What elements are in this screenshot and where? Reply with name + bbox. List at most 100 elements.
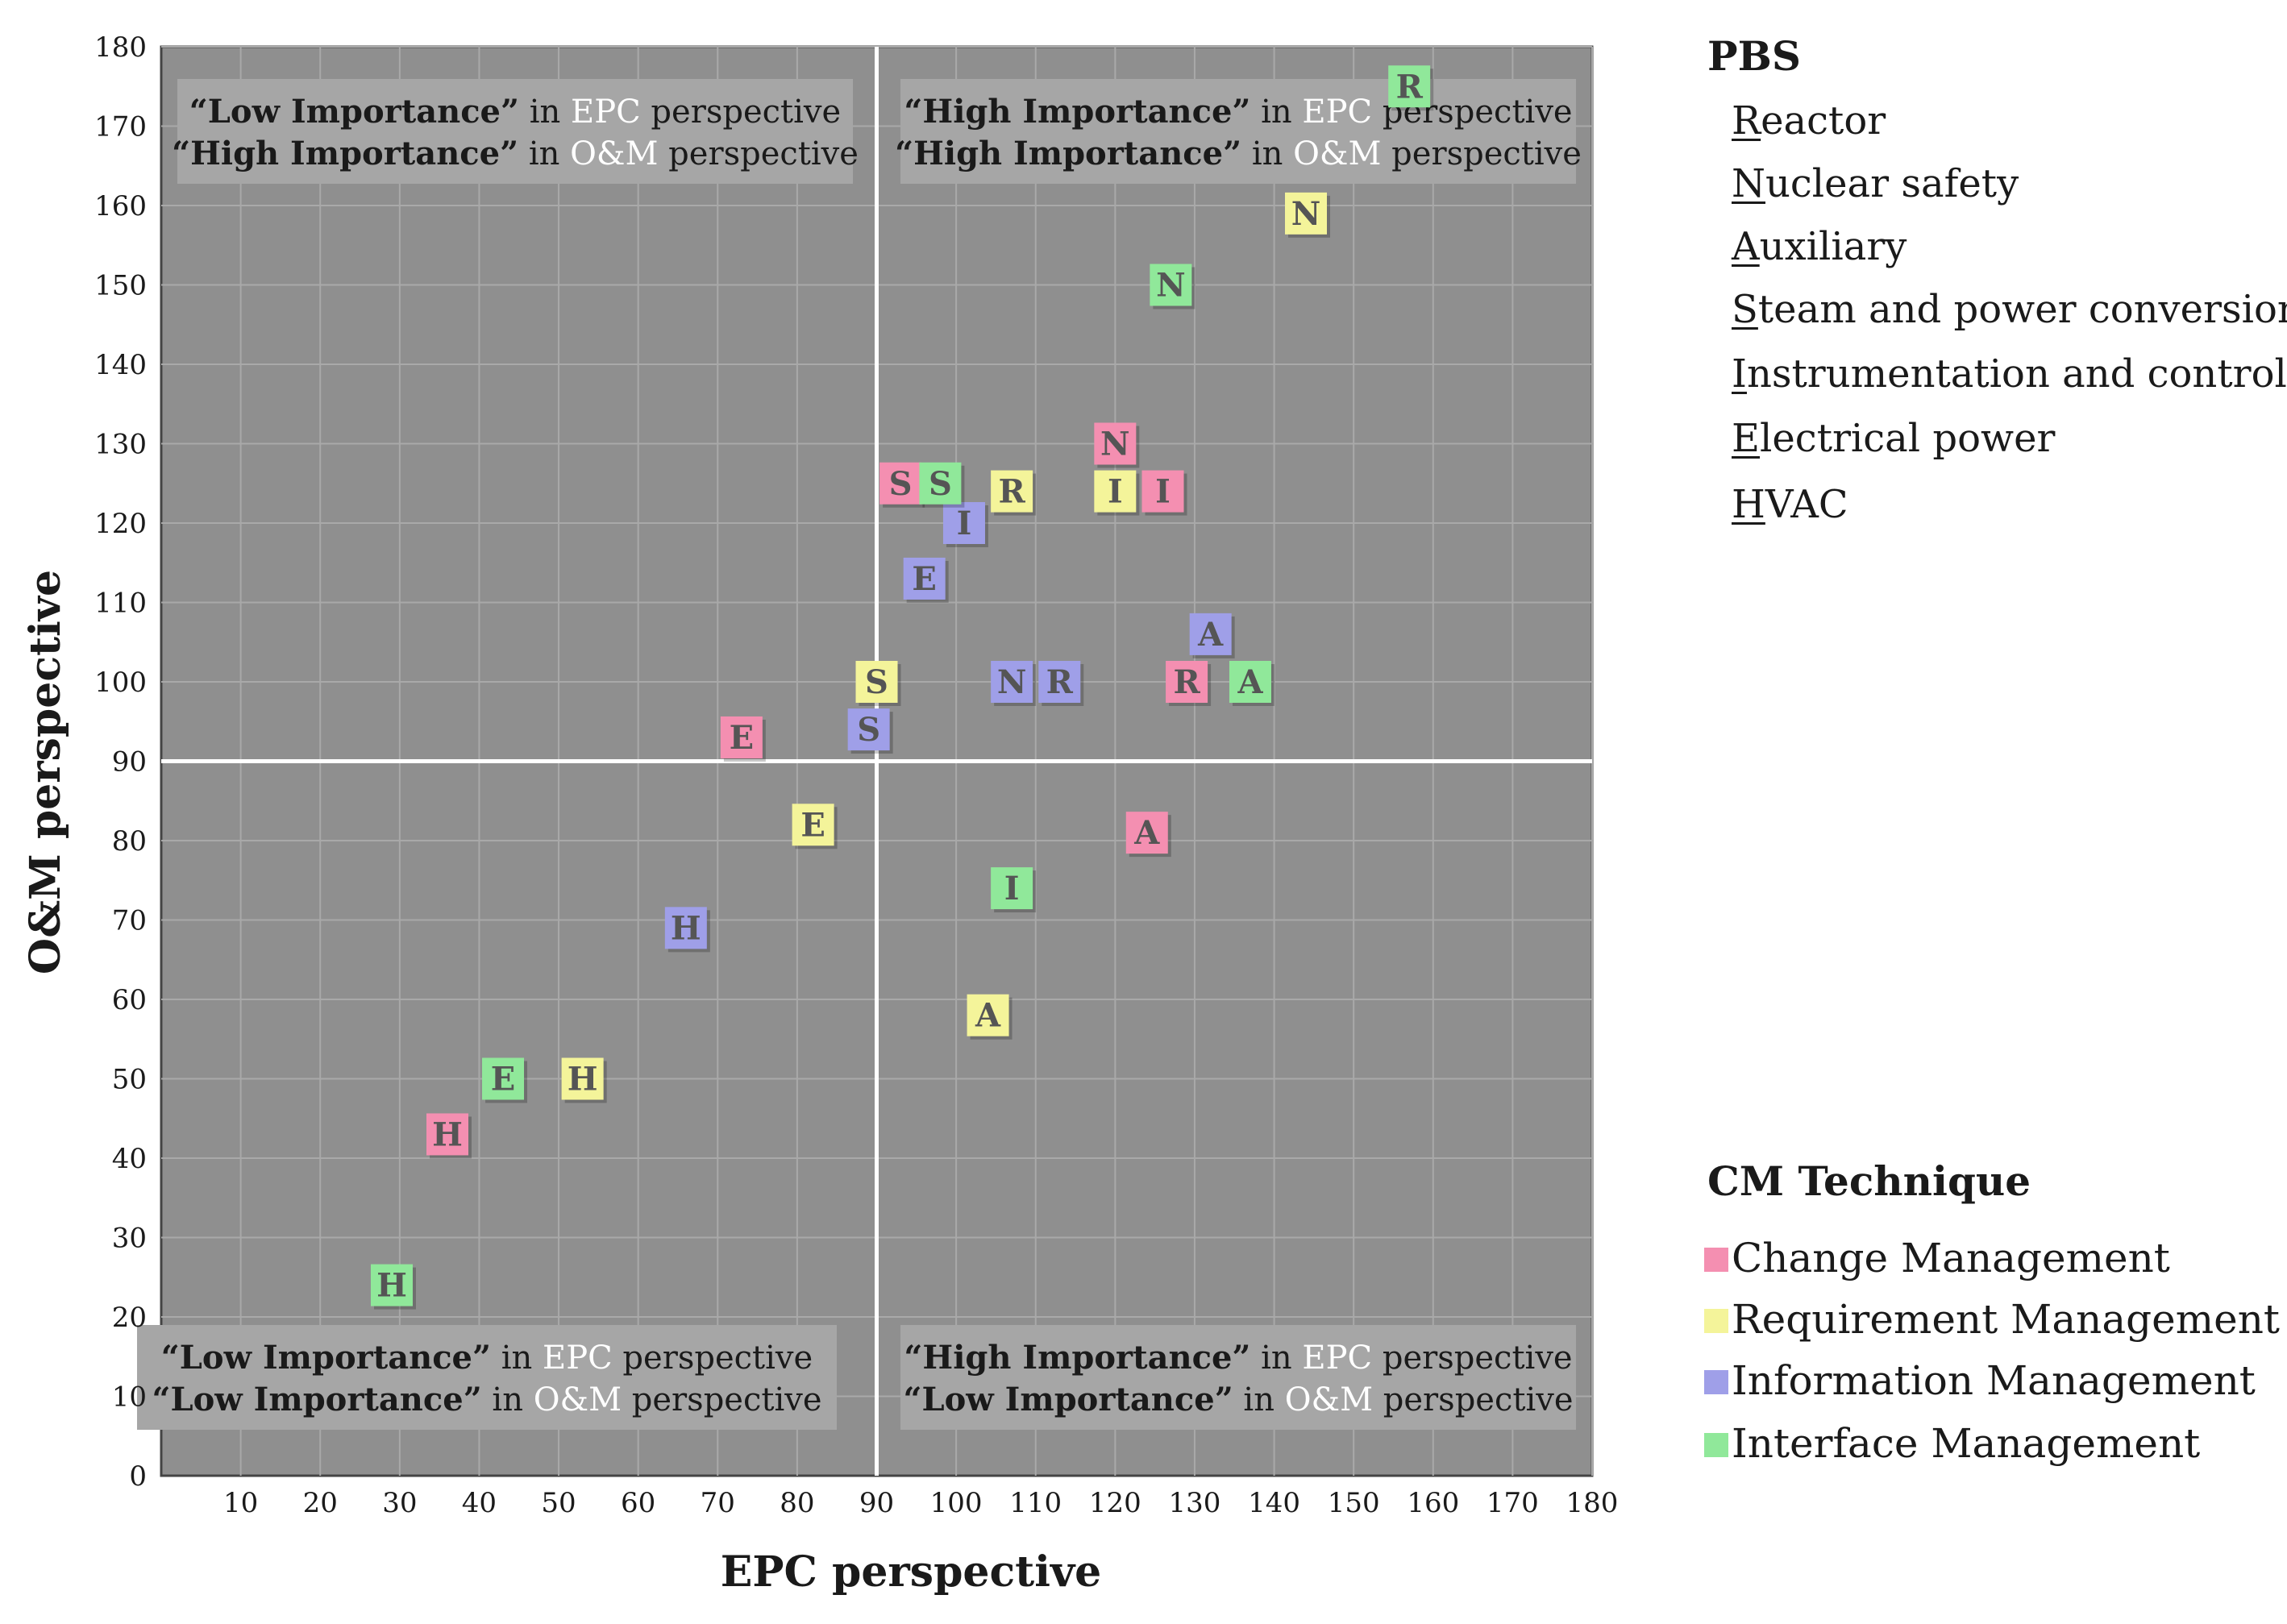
x-tick-label: 60	[621, 1487, 655, 1519]
marker-square	[879, 462, 922, 505]
quadrant-label-segment: perspective	[641, 93, 841, 131]
pbs-item-reactor: Reactor	[1732, 98, 1886, 143]
pbs-item-auxiliary: Auxiliary	[1732, 224, 1907, 269]
marker-label: N	[997, 663, 1027, 701]
pbs-label: eactor	[1761, 98, 1886, 143]
x-tick-label: 80	[780, 1487, 814, 1519]
x-tick-label: 130	[1168, 1487, 1220, 1519]
marker-label: I	[1004, 870, 1020, 908]
y-tick-label: 120	[94, 508, 147, 540]
quadrant-box-top-left	[177, 79, 853, 184]
marker-square	[991, 867, 1033, 910]
marker-square	[1388, 65, 1431, 108]
y-tick-label: 70	[112, 905, 147, 937]
marker-square	[792, 804, 834, 846]
quadrant-label-segment: in	[518, 135, 570, 172]
marker-label: R	[1173, 663, 1200, 701]
data-point: A	[1229, 661, 1274, 706]
marker-square	[1166, 661, 1208, 703]
quadrant-label-segment: in	[491, 1339, 543, 1377]
pbs-key: R	[1732, 98, 1761, 143]
x-tick-label: 90	[859, 1487, 894, 1519]
cm-label: Change Management	[1732, 1235, 2170, 1281]
marker-square	[1125, 812, 1168, 854]
pbs-item-steam: Steam and power conversion	[1732, 287, 2287, 332]
marker-label: I	[1108, 473, 1123, 511]
quadrant-label-segment: perspective	[622, 1381, 821, 1418]
data-point: S	[919, 462, 965, 508]
y-tick-label: 80	[112, 825, 147, 858]
data-point: E	[720, 716, 766, 762]
data-point: H	[426, 1113, 472, 1159]
axis-ticks: 10 20 30 40 50 60 70 80 90 100 110 120 130 140 150 160 1…	[94, 31, 1618, 1519]
marker-square	[1150, 264, 1192, 306]
pbs-key: N	[1732, 161, 1765, 206]
quadrant-label-segment: EPC	[1302, 1339, 1372, 1377]
y-tick-label: 20	[112, 1302, 147, 1334]
x-tick-label: 160	[1407, 1487, 1459, 1519]
cm-item-interface: Interface Management	[1704, 1420, 2200, 1467]
quadrant-label-segment: “Low Importance”	[189, 93, 519, 131]
quadrant-label-top-left: “Low Importance” in EPC perspective	[189, 93, 841, 131]
pbs-label: lectrical power	[1760, 416, 2056, 461]
marker-square	[919, 462, 962, 505]
quadrant-label-segment: O&M	[1293, 135, 1381, 172]
quadrant-label-segment: in	[1250, 1339, 1302, 1377]
marker-square	[855, 661, 898, 703]
marker-square	[720, 716, 763, 758]
data-point: N	[1285, 192, 1330, 238]
quadrant-label-segment: perspective	[658, 135, 858, 172]
quadrant-label-segment: O&M	[534, 1381, 622, 1418]
data-point: S	[879, 462, 925, 508]
x-tick-label: 10	[223, 1487, 258, 1519]
pbs-item-hvac: HVAC	[1732, 482, 1848, 527]
marker-label: H	[671, 909, 701, 947]
marker-label: R	[999, 473, 1026, 511]
quadrant-label-segment: perspective	[613, 1339, 813, 1377]
pbs-label: nstrumentation and control	[1746, 351, 2287, 397]
pbs-label: uclear safety	[1765, 161, 2019, 206]
quadrant-box-top-right	[900, 79, 1576, 184]
marker-label: A	[1133, 814, 1160, 852]
cm-legend-title: CM Technique	[1707, 1157, 2031, 1205]
data-point: N	[991, 661, 1037, 706]
pbs-label: VAC	[1765, 482, 1848, 527]
quadrant-label-bottom-right: “High Importance” in EPC perspective	[904, 1339, 1572, 1377]
cm-item-information: Information Management	[1704, 1357, 2256, 1404]
data-point: N	[1150, 264, 1195, 309]
x-axis-title: EPC perspective	[721, 1547, 1102, 1597]
y-tick-label: 110	[94, 588, 147, 620]
quadrant-label-segment: “High Importance”	[895, 135, 1241, 172]
y-tick-label: 180	[94, 31, 147, 64]
marker-square	[991, 661, 1033, 703]
marker-label: N	[1100, 426, 1130, 463]
y-tick-label: 140	[94, 349, 147, 381]
marker-label: H	[568, 1061, 598, 1099]
data-point: I	[1094, 470, 1140, 516]
x-tick-label: 30	[382, 1487, 417, 1519]
y-tick-label: 50	[112, 1064, 147, 1096]
pbs-key: I	[1732, 351, 1747, 397]
quadrant-label-top-right: “High Importance” in O&M perspective	[895, 135, 1582, 172]
cm-label: Requirement Management	[1732, 1296, 2281, 1343]
marker-square	[664, 907, 707, 949]
quadrant-box-bottom-right	[900, 1325, 1576, 1430]
quadrant-label-top-left: “High Importance” in O&M perspective	[172, 135, 859, 172]
quadrant-label-bottom-left: “Low Importance” in O&M perspective	[152, 1381, 821, 1418]
marker-label: I	[957, 505, 972, 542]
quadrant-label-bottom-left: “Low Importance” in EPC perspective	[161, 1339, 813, 1377]
marker-label: R	[1396, 68, 1424, 106]
marker-label: S	[929, 465, 952, 503]
marker-square	[1094, 470, 1137, 513]
data-point: A	[967, 994, 1013, 1040]
quadrant-label-segment: “High Importance”	[904, 1339, 1250, 1377]
quadrant-label-segment: EPC	[1302, 93, 1372, 131]
x-tick-label: 150	[1328, 1487, 1380, 1519]
quadrant-label-segment: perspective	[1372, 1339, 1572, 1377]
pbs-label: uxiliary	[1759, 224, 1907, 269]
y-tick-label: 130	[94, 429, 147, 461]
y-tick-label: 170	[94, 111, 147, 143]
y-tick-label: 0	[129, 1460, 147, 1493]
